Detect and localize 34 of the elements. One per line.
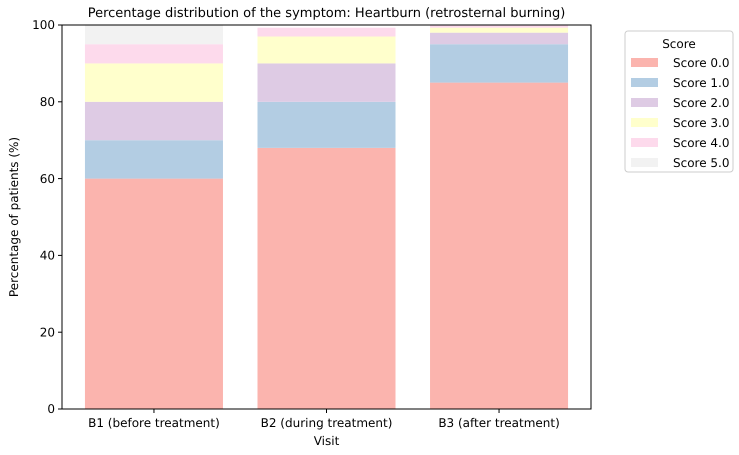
bar <box>430 32 568 44</box>
legend-title: Score <box>662 37 696 51</box>
y-tick-label: 60 <box>40 172 55 186</box>
bar <box>257 63 396 102</box>
bar <box>84 140 223 179</box>
y-tick-label: 20 <box>40 325 55 340</box>
bar <box>430 82 568 409</box>
bar <box>430 28 568 33</box>
legend-label: Score 4.0 <box>673 136 730 150</box>
x-tick-label: B3 (after treatment) <box>438 416 560 430</box>
bar <box>84 44 223 64</box>
y-tick-label: 40 <box>40 248 55 263</box>
legend-label: Score 5.0 <box>673 156 730 170</box>
legend-label: Score 2.0 <box>673 96 730 110</box>
legend-label: Score 0.0 <box>673 56 730 70</box>
bar <box>257 102 396 148</box>
x-tick-label: B2 (during treatment) <box>260 416 392 430</box>
bar <box>430 44 568 83</box>
bar <box>84 25 223 44</box>
y-axis-title: Percentage of patients (%) <box>7 136 21 298</box>
x-tick-label: B1 (before treatment) <box>88 416 220 430</box>
legend-label: Score 1.0 <box>673 76 730 90</box>
legend-label: Score 3.0 <box>673 116 730 130</box>
y-tick-label: 80 <box>40 95 55 109</box>
y-tick-label: 0 <box>47 402 55 416</box>
bar <box>257 28 396 37</box>
y-tick-label: 100 <box>32 18 55 32</box>
bar <box>84 102 223 140</box>
bar <box>84 63 223 102</box>
chart-title: Percentage distribution of the symptom: Heartburn (retrosternal burning) <box>88 6 566 21</box>
bar <box>257 148 396 409</box>
bar <box>84 178 223 409</box>
x-axis-title: Visit <box>314 434 340 448</box>
bar <box>257 36 396 64</box>
